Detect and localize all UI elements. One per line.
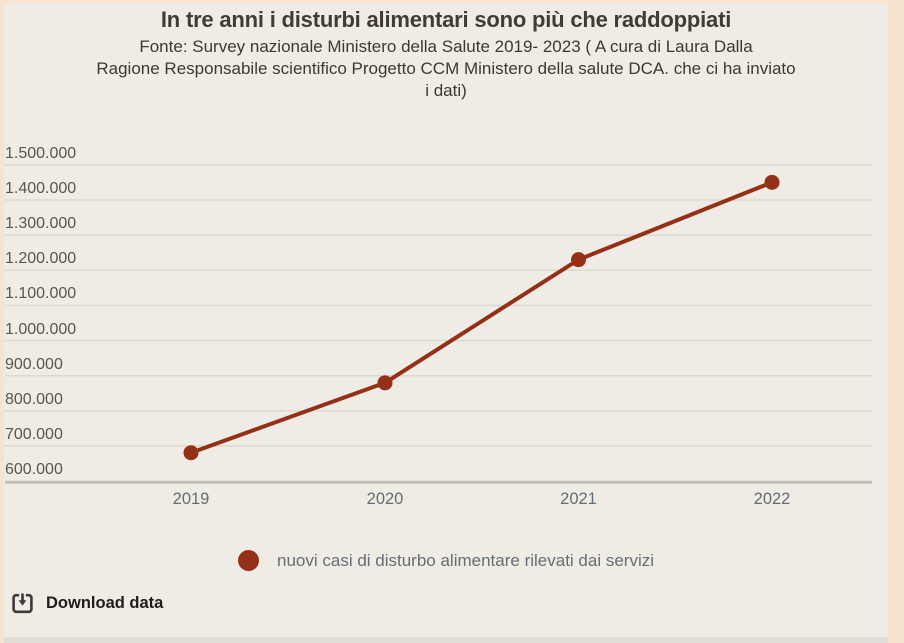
download-icon [11, 592, 34, 615]
data-point[interactable] [377, 375, 393, 391]
download-data-button[interactable]: Download data [11, 592, 163, 615]
y-tick-label: 800.000 [5, 390, 63, 408]
data-point[interactable] [764, 174, 780, 190]
x-tick-label: 2020 [366, 490, 404, 508]
series-line [189, 180, 774, 455]
y-tick-label: 700.000 [5, 425, 63, 443]
y-tick-label: 600.000 [5, 461, 63, 478]
y-tick-label: 1.400.000 [5, 180, 77, 198]
chart-panel: In tre anni i disturbi alimentari sono p… [4, 3, 888, 643]
y-tick-label: 1.300.000 [5, 215, 77, 233]
x-tick-label: 2021 [560, 490, 597, 508]
legend: nuovi casi di disturbo alimentare rileva… [4, 550, 888, 571]
y-tick-label: 1.200.000 [5, 250, 77, 268]
y-tick-label: 900.000 [5, 355, 63, 373]
y-tick-label: 1.000.000 [5, 320, 77, 338]
y-tick-label: 1.500.000 [5, 145, 77, 162]
legend-marker-icon [238, 550, 259, 571]
chart-subtitle: Fonte: Survey nazionale Ministero della … [4, 36, 888, 102]
download-label: Download data [46, 594, 164, 612]
bottom-strip [4, 637, 888, 643]
data-point[interactable] [571, 252, 586, 268]
y-tick-label: 1.100.000 [5, 285, 77, 303]
data-point[interactable] [183, 445, 199, 461]
x-tick-label: 2022 [753, 490, 791, 508]
chart-title: In tre anni i disturbi alimentari sono p… [160, 7, 732, 32]
subtitle-line: Ragione Responsabile scientifico Progett… [96, 59, 796, 78]
subtitle-line: i dati) [425, 81, 467, 100]
legend-label: nuovi casi di disturbo alimentare rileva… [277, 550, 654, 570]
subtitle-line: Fonte: Survey nazionale Ministero della … [139, 37, 753, 56]
x-tick-label: 2019 [172, 490, 210, 508]
line-chart: 1.500.000 1.400.000 1.300.000 1.200.000 1.10… [4, 3, 888, 543]
